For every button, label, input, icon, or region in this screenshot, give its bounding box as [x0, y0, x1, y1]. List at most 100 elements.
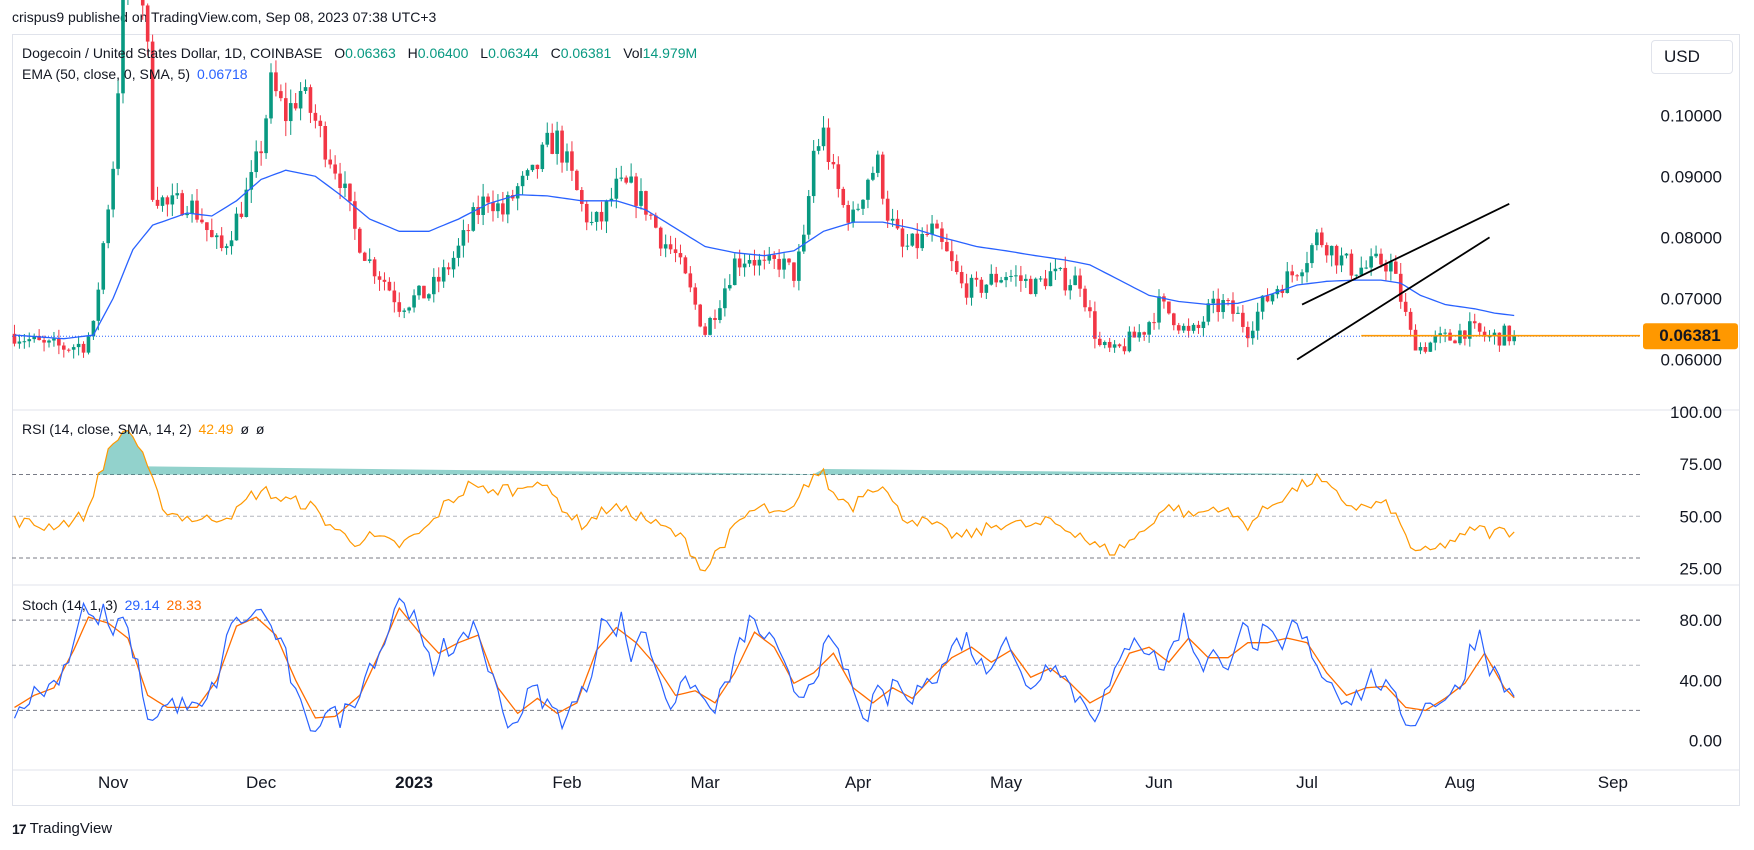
candle-body [1211, 298, 1216, 304]
candle-body [165, 197, 170, 205]
candle-body [802, 234, 806, 252]
candle-body [1063, 267, 1068, 291]
candle [1043, 269, 1048, 290]
candle [742, 253, 747, 277]
candle [491, 190, 495, 222]
stoch-tick-label: 40.00 [1679, 671, 1722, 690]
candle-body [466, 230, 471, 232]
candle-body [155, 199, 160, 206]
candle-body [550, 132, 554, 154]
candle-body [239, 213, 244, 217]
candle-body [343, 183, 347, 189]
candle [1122, 338, 1127, 355]
candle-body [713, 317, 717, 320]
candle-body [1255, 311, 1260, 331]
candle-body [313, 112, 318, 121]
candle [1364, 260, 1368, 270]
candle-body [1310, 245, 1314, 264]
rsi-legend[interactable]: RSI (14, close, SMA, 14, 2) 42.49 ø ø [22, 421, 264, 437]
candle-body [288, 103, 293, 122]
ema-legend[interactable]: EMA (50, close, 0, SMA, 5) 0.06718 [22, 66, 248, 82]
candle [1176, 322, 1181, 335]
candle [802, 224, 806, 254]
candle-body [116, 93, 120, 169]
candle-body [1468, 321, 1472, 339]
candle-body [491, 202, 495, 212]
candle [1073, 266, 1077, 286]
candle [841, 186, 846, 208]
high-value: 0.06400 [417, 45, 469, 61]
candle-body [866, 179, 870, 200]
close-value: 0.06381 [560, 45, 612, 61]
candle [358, 227, 362, 254]
candle [1157, 289, 1161, 330]
candle [1398, 262, 1403, 309]
candle [1468, 312, 1472, 347]
candle [1453, 339, 1457, 344]
candle [1334, 244, 1339, 274]
candle-body [1428, 342, 1433, 352]
candle-body [742, 263, 747, 268]
candle-body [999, 280, 1003, 283]
candle-body [1433, 335, 1438, 343]
candle-body [1250, 330, 1255, 339]
candle-body [284, 98, 288, 122]
candle-body [994, 273, 998, 283]
candle [1315, 228, 1319, 251]
candle-body [1122, 346, 1127, 352]
candle [254, 140, 258, 178]
candle-body [1196, 324, 1201, 329]
candle-body [150, 41, 155, 200]
price-tick-label: 0.07000 [1661, 289, 1722, 308]
candle [397, 292, 402, 318]
candle [303, 79, 308, 94]
candle-body [1191, 324, 1196, 331]
candle [1250, 321, 1255, 345]
candle [1024, 274, 1028, 288]
candle-body [496, 203, 500, 212]
candle [1329, 245, 1334, 267]
candle [1280, 284, 1285, 298]
candle-body [1270, 294, 1275, 302]
candle-body [772, 255, 776, 259]
candle [1078, 268, 1082, 297]
channel-upper-line [1301, 203, 1510, 306]
candle [111, 161, 115, 218]
candle [377, 271, 382, 291]
candle-body [969, 277, 974, 298]
candle-body [1216, 298, 1220, 313]
candle [1246, 321, 1250, 348]
candle-body [1458, 330, 1462, 344]
stoch-legend[interactable]: Stoch (14, 1, 3) 29.14 28.33 [22, 597, 202, 613]
candle [959, 265, 964, 289]
candle-body [175, 193, 180, 196]
candle [259, 140, 263, 166]
candle [535, 164, 540, 179]
symbol-title[interactable]: Dogecoin / United States Dollar, 1D, COI… [22, 45, 323, 61]
candle [1038, 275, 1043, 282]
candle [530, 164, 535, 172]
candle [831, 153, 836, 169]
channel-lower-line [1296, 236, 1491, 361]
candle [1152, 312, 1156, 330]
time-tick-label: Dec [246, 773, 277, 792]
candle-body [1226, 300, 1230, 302]
candle [17, 334, 22, 349]
currency-button[interactable]: USD [1651, 40, 1733, 74]
candle-body [1098, 338, 1102, 346]
candle-body [1167, 301, 1171, 314]
candle-body [1389, 261, 1393, 272]
candle [629, 163, 633, 184]
candle-body [1320, 232, 1324, 246]
candle-body [42, 340, 46, 343]
candle-body [358, 228, 362, 253]
candle [806, 189, 811, 240]
candle-body [37, 335, 41, 341]
candle [816, 138, 821, 155]
time-tick-label: Jul [1296, 773, 1318, 792]
rsi-tick-label: 50.00 [1679, 507, 1722, 526]
candle-body [649, 214, 653, 216]
footer-brand[interactable]: 17 TradingView [12, 820, 112, 837]
candle-body [806, 196, 811, 235]
